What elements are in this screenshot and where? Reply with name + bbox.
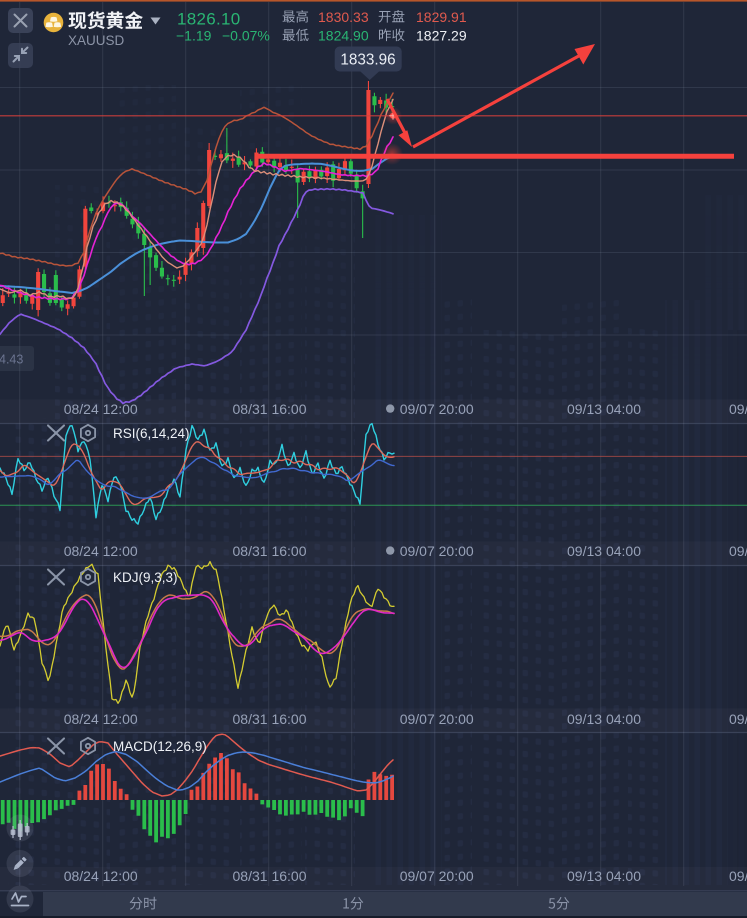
svg-text:09/07 20:00: 09/07 20:00 [400,711,474,727]
svg-text:08/24 12:00: 08/24 12:00 [64,711,138,727]
svg-text:09/18 08:00: 09/18 08:00 [729,543,747,559]
svg-text:1833.96: 1833.96 [340,52,395,69]
svg-text:09/13 04:00: 09/13 04:00 [567,711,641,727]
svg-text:−1.19: −1.19 [176,28,212,44]
svg-text:MACD(12,26,9): MACD(12,26,9) [113,739,207,754]
svg-text:09/18 08:00: 09/18 08:00 [729,711,747,727]
svg-text:09/07 20:00: 09/07 20:00 [400,543,474,559]
svg-text:1829.91: 1829.91 [416,9,467,25]
svg-text:1830.33: 1830.33 [318,9,369,25]
svg-text:09/18 08:00: 09/18 08:00 [729,868,747,884]
svg-text:09/07 20:00: 09/07 20:00 [400,401,474,417]
svg-text:08/24 12:00: 08/24 12:00 [64,401,138,417]
svg-text:1826.10: 1826.10 [177,10,241,29]
svg-text:09/18 08:00: 09/18 08:00 [729,401,747,417]
svg-text:1827.29: 1827.29 [416,28,467,44]
svg-text:KDJ(9,3,3): KDJ(9,3,3) [113,570,178,585]
svg-text:08/24 12:00: 08/24 12:00 [64,868,138,884]
svg-text:1824.90: 1824.90 [318,28,369,44]
svg-text:08/31 16:00: 08/31 16:00 [233,868,307,884]
svg-text:08/24 12:00: 08/24 12:00 [64,543,138,559]
svg-text:4.43: 4.43 [0,353,23,367]
svg-text:09/13 04:00: 09/13 04:00 [567,543,641,559]
svg-text:RSI(6,14,24): RSI(6,14,24) [113,426,190,441]
svg-text:09/13 04:00: 09/13 04:00 [567,401,641,417]
svg-text:08/31 16:00: 08/31 16:00 [233,401,307,417]
svg-text:09/07 20:00: 09/07 20:00 [400,868,474,884]
svg-text:08/31 16:00: 08/31 16:00 [233,543,307,559]
svg-text:−0.07%: −0.07% [222,28,270,44]
svg-text:09/13 04:00: 09/13 04:00 [567,868,641,884]
svg-text:XAUUSD: XAUUSD [68,33,125,48]
svg-text:08/31 16:00: 08/31 16:00 [233,711,307,727]
